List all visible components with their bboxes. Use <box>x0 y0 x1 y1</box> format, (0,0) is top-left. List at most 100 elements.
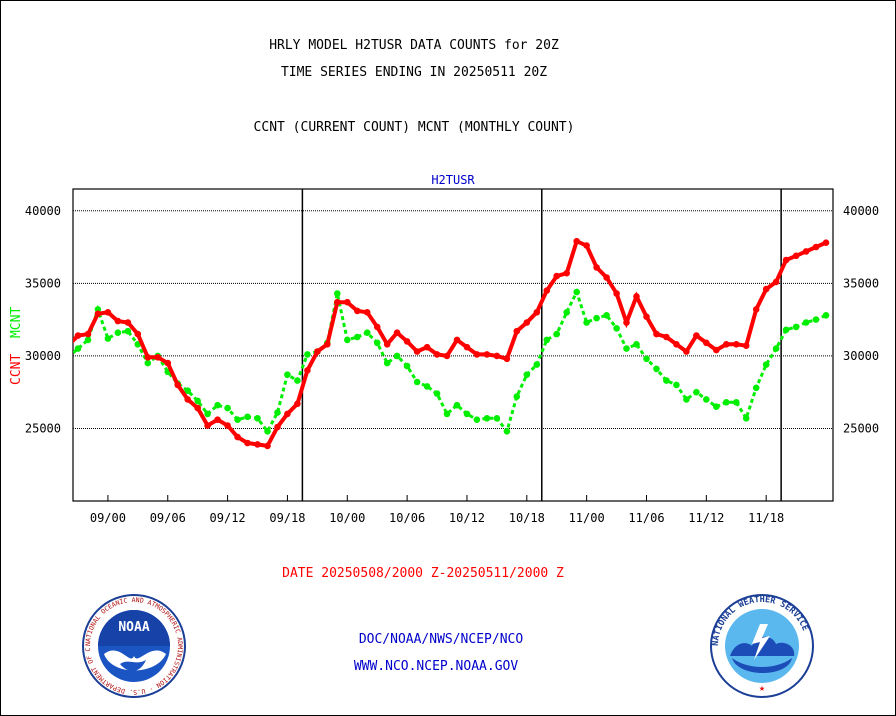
data-point-mcnt <box>84 336 92 344</box>
data-point-ccnt <box>792 252 800 260</box>
data-point-mcnt <box>194 397 201 405</box>
data-point-ccnt <box>373 323 381 331</box>
data-point-ccnt <box>84 330 92 338</box>
data-point-mcnt <box>453 401 461 409</box>
nws-logo: ★ NATIONAL WEATHER SERVICE <box>710 594 814 698</box>
data-point-mcnt <box>623 345 630 352</box>
data-point-ccnt <box>134 330 142 338</box>
data-point-mcnt <box>104 335 112 342</box>
data-point-mcnt <box>254 415 261 422</box>
series-line-mcnt <box>73 288 827 435</box>
y-tick-label-left: 40000 <box>25 204 61 218</box>
data-point-ccnt <box>782 256 790 264</box>
data-point-ccnt <box>334 298 341 306</box>
x-tick-label: 11/06 <box>628 511 664 525</box>
data-point-ccnt <box>643 313 650 321</box>
data-point-ccnt <box>194 404 201 412</box>
data-point-ccnt <box>453 336 461 344</box>
data-point-ccnt <box>234 433 241 441</box>
plot-frame <box>72 188 834 502</box>
data-point-mcnt <box>563 309 570 316</box>
y-tick-label-right: 35000 <box>843 276 879 290</box>
data-point-mcnt <box>204 410 211 418</box>
data-point-mcnt <box>413 378 421 386</box>
data-point-mcnt <box>493 415 501 422</box>
data-point-mcnt <box>144 359 152 367</box>
data-point-ccnt <box>94 310 102 318</box>
data-point-mcnt <box>513 393 521 400</box>
data-point-ccnt <box>673 341 680 348</box>
x-tick-label: 11/00 <box>569 511 605 525</box>
y-tick-label-left: 25000 <box>25 421 61 435</box>
x-tick-label: 09/12 <box>210 511 246 525</box>
data-point-ccnt <box>703 339 710 347</box>
data-point-mcnt <box>663 377 670 384</box>
data-point-ccnt <box>363 309 371 316</box>
x-tick-label: 10/00 <box>329 511 365 525</box>
series-title: H2TUSR <box>431 173 475 187</box>
data-point-mcnt <box>114 329 122 337</box>
data-point-ccnt <box>583 242 590 249</box>
data-point-mcnt <box>713 403 720 411</box>
data-point-ccnt <box>573 237 580 245</box>
data-point-ccnt <box>74 332 82 339</box>
data-point-ccnt <box>723 341 730 348</box>
data-point-mcnt <box>304 351 311 358</box>
x-tick-label: 11/18 <box>748 511 784 525</box>
noaa-logo-text: NOAA <box>118 620 149 635</box>
x-tick-label: 09/00 <box>90 511 126 525</box>
data-point-mcnt <box>573 288 580 296</box>
data-point-ccnt <box>543 287 551 294</box>
data-point-ccnt <box>802 248 810 255</box>
data-point-mcnt <box>693 388 700 396</box>
org-label: DOC/NOAA/NWS/NCEP/NCO <box>358 632 524 647</box>
data-point-mcnt <box>463 410 471 418</box>
data-point-mcnt <box>234 416 241 424</box>
data-point-ccnt <box>513 327 521 335</box>
data-point-mcnt <box>603 312 610 319</box>
data-point-mcnt <box>583 319 590 326</box>
data-point-ccnt <box>164 359 172 367</box>
chart-title-line1: HRLY MODEL H2TUSR DATA COUNTS for 20Z <box>269 38 559 53</box>
series-mcnt <box>73 288 830 435</box>
data-point-mcnt <box>762 361 770 368</box>
data-point-ccnt <box>633 293 640 300</box>
data-point-mcnt <box>653 365 660 373</box>
data-point-mcnt <box>74 345 82 352</box>
data-point-ccnt <box>254 441 261 448</box>
data-point-mcnt <box>224 404 231 412</box>
x-tick-label: 10/18 <box>509 511 545 525</box>
data-point-ccnt <box>144 354 152 361</box>
data-point-mcnt <box>812 316 820 323</box>
data-point-mcnt <box>613 325 620 332</box>
data-point-mcnt <box>473 416 481 424</box>
data-point-ccnt <box>224 422 231 429</box>
data-point-ccnt <box>324 341 331 348</box>
data-point-mcnt <box>373 339 381 347</box>
y-tick-label-right: 40000 <box>843 204 879 218</box>
data-point-ccnt <box>294 400 301 408</box>
data-point-mcnt <box>822 312 830 319</box>
data-point-ccnt <box>304 367 311 374</box>
data-point-ccnt <box>354 307 361 315</box>
data-point-ccnt <box>214 416 221 424</box>
data-point-mcnt <box>802 319 810 326</box>
noaa-logo: NOAA NATIONAL OCEANIC AND ATMOSPHERIC AD… <box>80 594 186 698</box>
data-point-mcnt <box>443 410 451 418</box>
data-point-ccnt <box>473 351 481 358</box>
data-point-mcnt <box>383 359 391 367</box>
data-point-ccnt <box>623 319 630 326</box>
data-point-mcnt <box>403 362 411 370</box>
data-point-ccnt <box>493 352 501 360</box>
data-point-ccnt <box>822 239 830 246</box>
date-range-label: DATE 20250508/2000 Z-20250511/2000 Z <box>282 566 564 581</box>
data-point-mcnt <box>523 371 531 379</box>
data-point-mcnt <box>483 415 491 422</box>
data-point-ccnt <box>733 341 740 348</box>
data-point-mcnt <box>772 345 780 352</box>
data-point-ccnt <box>104 309 112 316</box>
data-point-ccnt <box>653 330 660 338</box>
data-point-ccnt <box>713 346 720 354</box>
data-point-mcnt <box>792 323 800 331</box>
